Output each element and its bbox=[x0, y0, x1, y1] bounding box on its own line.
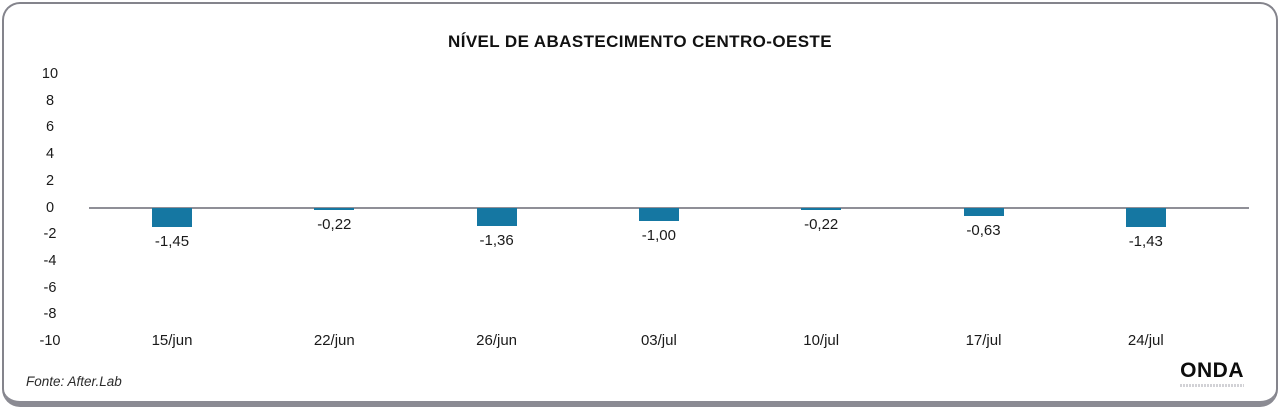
y-axis-tick-label: 0 bbox=[45, 199, 55, 216]
bar-value-label: -0,22 bbox=[317, 216, 352, 234]
bar-value-label: -0,63 bbox=[966, 221, 1001, 239]
bar bbox=[801, 207, 842, 211]
y-axis-tick-label: 2 bbox=[45, 172, 55, 189]
onda-logo: ONDA bbox=[1180, 359, 1244, 387]
y-axis-tick-label: 4 bbox=[45, 146, 55, 163]
y-axis-tick-label: -4 bbox=[43, 252, 57, 269]
x-axis-tick-label: 10/jul bbox=[803, 332, 840, 349]
bar bbox=[1125, 207, 1166, 227]
y-axis-tick-label: -8 bbox=[43, 306, 57, 323]
bar bbox=[638, 207, 679, 221]
source-note: Fonte: After.Lab bbox=[26, 374, 122, 389]
bar-value-label: -1,00 bbox=[641, 226, 676, 244]
x-axis-tick-label: 22/jun bbox=[313, 332, 355, 349]
plot-area: 10 8 6 4 2 0 -2 -4 -6 -8 -10 -1,45 15/jun -0,22 22/jun… bbox=[40, 66, 1249, 349]
y-axis-tick-label: 8 bbox=[45, 92, 55, 109]
x-axis-tick-label: 24/jul bbox=[1127, 332, 1164, 349]
bar-value-label: -1,45 bbox=[154, 232, 190, 250]
onda-logo-text: ONDA bbox=[1180, 359, 1244, 382]
bar bbox=[476, 207, 517, 226]
bar bbox=[963, 207, 1004, 216]
bar-value-label: -1,43 bbox=[1128, 232, 1163, 250]
bar bbox=[314, 207, 355, 211]
onda-tagline bbox=[1180, 384, 1244, 387]
y-axis-tick-label: -6 bbox=[43, 279, 57, 296]
y-axis-tick-label: 6 bbox=[45, 119, 55, 136]
x-axis-tick-label: 17/jul bbox=[965, 332, 1002, 349]
y-axis-tick-label: -10 bbox=[39, 333, 61, 349]
x-axis-tick-label: 26/jun bbox=[476, 332, 518, 349]
x-axis-tick-label: 03/jul bbox=[640, 332, 677, 349]
chart-title: NÍVEL DE ABASTECIMENTO CENTRO-OESTE bbox=[448, 32, 832, 51]
bar-value-label: -1,36 bbox=[479, 231, 514, 249]
bar bbox=[152, 207, 192, 227]
x-axis-tick-label: 15/jun bbox=[151, 332, 193, 349]
y-axis-tick-label: 10 bbox=[41, 66, 59, 82]
bar-value-label: -0,22 bbox=[804, 216, 839, 234]
y-axis-tick-label: -2 bbox=[43, 226, 57, 243]
